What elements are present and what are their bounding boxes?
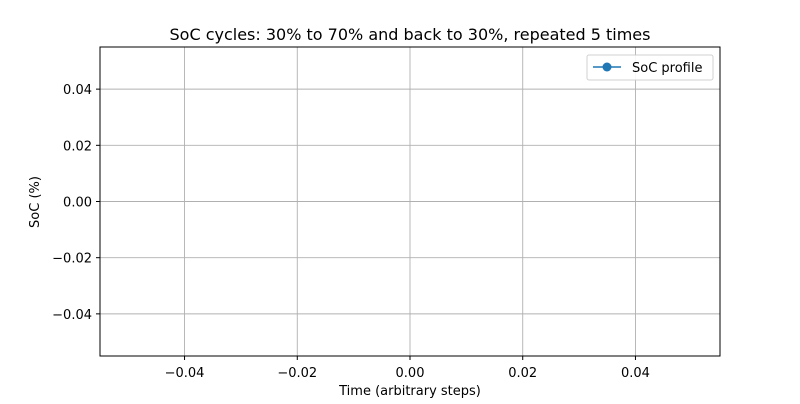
x-tick-label: −0.04 — [165, 366, 205, 381]
y-axis-ticks: −0.04 −0.02 0.00 0.02 0.04 — [52, 83, 100, 323]
y-tick-label: 0.00 — [63, 196, 92, 211]
grid-layer — [100, 47, 720, 356]
x-tick-label: 0.00 — [396, 366, 425, 381]
x-axis-label: Time (arbitrary steps) — [338, 384, 481, 399]
x-axis-ticks: −0.04 −0.02 0.00 0.02 0.04 — [165, 356, 650, 381]
chart-title: SoC cycles: 30% to 70% and back to 30%, … — [170, 25, 651, 44]
legend-marker-swatch — [602, 62, 612, 72]
x-tick-label: 0.02 — [508, 366, 537, 381]
x-tick-label: −0.02 — [277, 366, 317, 381]
y-axis-label: SoC (%) — [28, 176, 43, 228]
y-tick-label: 0.04 — [63, 83, 92, 98]
legend: SoC profile — [586, 54, 714, 81]
y-tick-label: −0.04 — [52, 308, 92, 323]
y-tick-label: −0.02 — [52, 252, 92, 267]
y-tick-label: 0.02 — [63, 139, 92, 154]
legend-label: SoC profile — [632, 61, 702, 76]
x-tick-label: 0.04 — [621, 366, 650, 381]
legend-box — [586, 54, 714, 81]
